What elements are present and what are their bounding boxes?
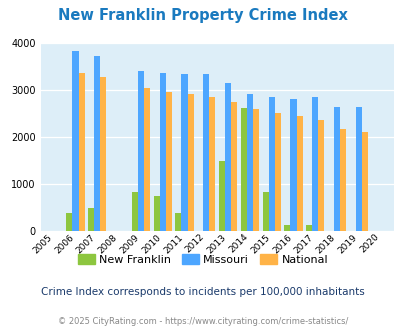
Bar	[318, 119, 324, 231]
Bar	[78, 74, 84, 231]
Bar	[187, 94, 193, 231]
Bar	[218, 161, 224, 231]
Bar	[159, 73, 165, 231]
Bar	[296, 116, 302, 231]
Bar	[252, 109, 258, 231]
Bar	[311, 97, 318, 231]
Bar	[203, 74, 209, 231]
Bar	[246, 94, 252, 231]
Bar	[333, 107, 339, 231]
Bar	[224, 83, 230, 231]
Bar	[138, 71, 144, 231]
Text: New Franklin Property Crime Index: New Franklin Property Crime Index	[58, 8, 347, 23]
Legend: New Franklin, Missouri, National: New Franklin, Missouri, National	[73, 250, 332, 269]
Bar	[268, 96, 274, 231]
Bar	[165, 92, 171, 231]
Bar	[94, 56, 100, 231]
Bar	[131, 192, 138, 231]
Bar	[230, 102, 237, 231]
Bar	[100, 77, 106, 231]
Bar	[290, 99, 296, 231]
Bar	[181, 74, 187, 231]
Bar	[66, 213, 72, 231]
Bar	[355, 107, 361, 231]
Bar	[72, 51, 78, 231]
Bar	[262, 192, 268, 231]
Bar	[175, 213, 181, 231]
Bar	[284, 225, 290, 231]
Bar	[88, 208, 94, 231]
Bar	[153, 196, 159, 231]
Bar	[305, 225, 311, 231]
Text: © 2025 CityRating.com - https://www.cityrating.com/crime-statistics/: © 2025 CityRating.com - https://www.city…	[58, 317, 347, 326]
Bar	[361, 132, 367, 231]
Bar	[209, 96, 215, 231]
Bar	[144, 88, 150, 231]
Bar	[274, 114, 280, 231]
Text: Crime Index corresponds to incidents per 100,000 inhabitants: Crime Index corresponds to incidents per…	[41, 287, 364, 297]
Bar	[339, 129, 345, 231]
Bar	[240, 108, 246, 231]
